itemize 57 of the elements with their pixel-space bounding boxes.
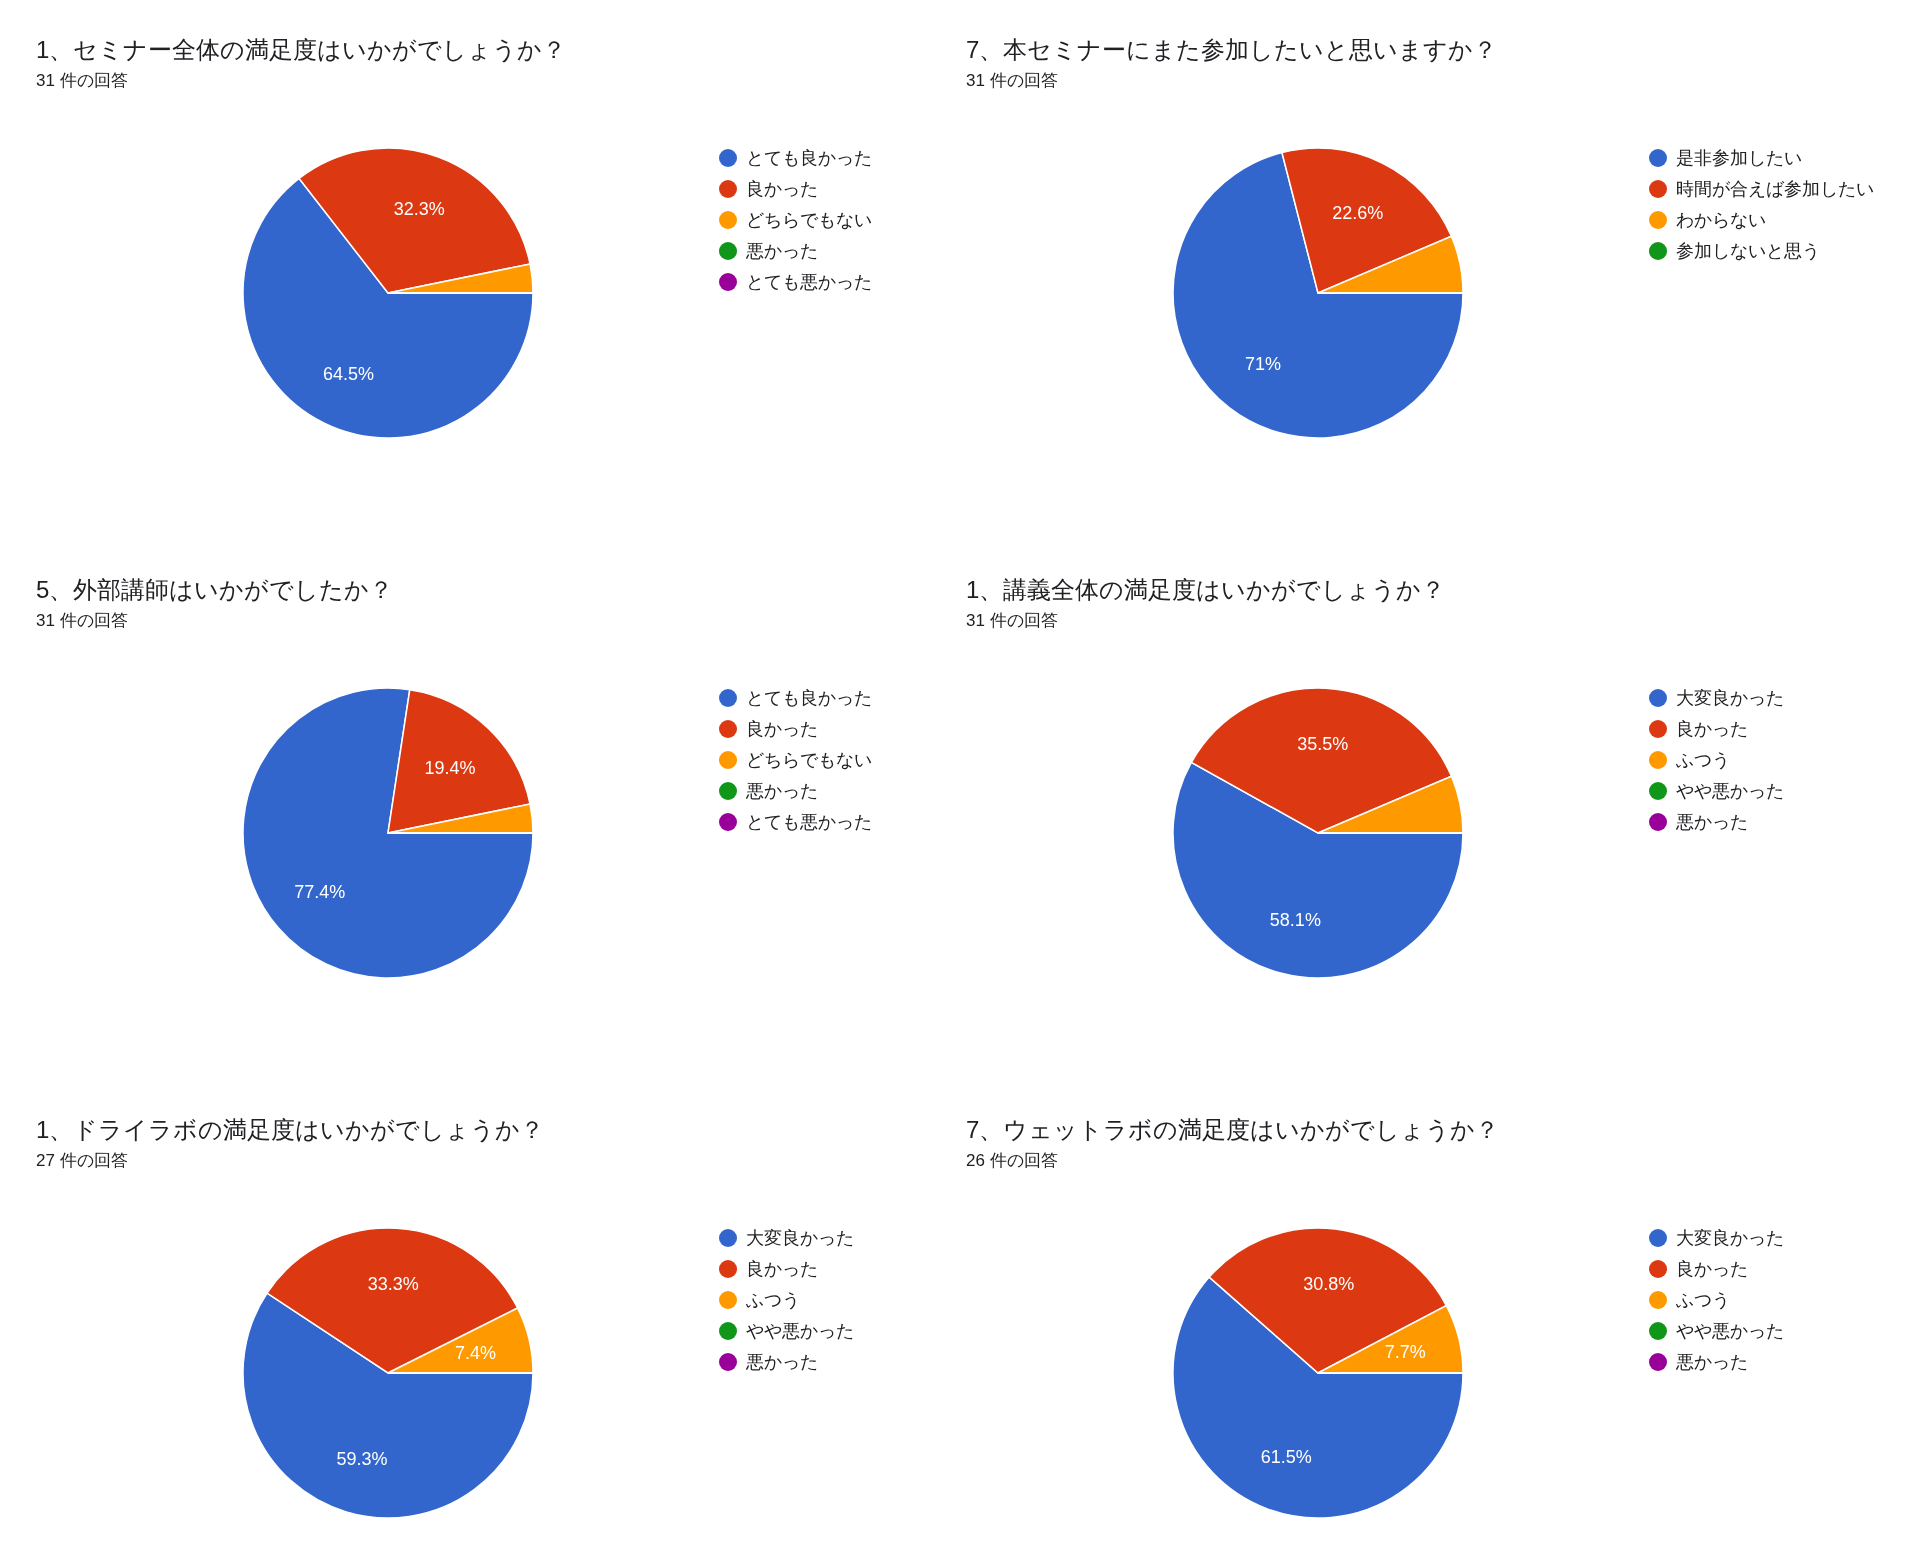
legend-label: 良かった	[1676, 1259, 1748, 1280]
data-label: 7.7%	[1384, 1341, 1426, 1362]
data-label: 35.5%	[1297, 733, 1349, 754]
legend-label: ふつう	[1675, 1290, 1730, 1311]
chart-title: 1、ドライラボの満足度はいかがでしょうか？	[36, 1116, 545, 1143]
chart-title: 7、ウェットラボの満足度はいかがでしょうか？	[966, 1116, 1500, 1143]
legend-label: 悪かった	[1675, 1352, 1748, 1373]
legend-label: 大変良かった	[746, 1228, 854, 1249]
legend-label: 悪かった	[1675, 812, 1748, 833]
data-label: 33.3%	[367, 1273, 419, 1294]
legend-label: ふつう	[745, 1290, 800, 1311]
legend-label: 参加しないと思う	[1676, 241, 1820, 262]
data-label: 32.3%	[393, 199, 445, 220]
text: 31 件の回答	[966, 611, 1058, 630]
data-label: 22.6%	[1332, 202, 1384, 223]
data-label: 58.1%	[1269, 910, 1321, 931]
data-label: 64.5%	[322, 364, 374, 385]
legend-label: 悪かった	[745, 1352, 818, 1373]
legend-label: ふつう	[1675, 750, 1730, 771]
legend-label: やや悪かった	[1676, 781, 1784, 802]
legend-label: とても悪かった	[746, 812, 872, 833]
legend-label: とても良かった	[746, 148, 872, 169]
text: 31 件の回答	[966, 71, 1058, 90]
legend-label: どちらでもない	[746, 750, 872, 771]
data-label: 77.4%	[294, 881, 346, 902]
legend-label: 是非参加したい	[1676, 148, 1802, 169]
pie-slice	[242, 687, 534, 979]
legend-label: やや悪かった	[1676, 1321, 1784, 1342]
legend-label: 悪かった	[745, 241, 818, 262]
legend-label: わからない	[1676, 210, 1766, 231]
data-label: 30.8%	[1303, 1274, 1355, 1295]
legend-label: やや悪かった	[746, 1321, 854, 1342]
chart-title: 1、セミナー全体の満足度はいかがでしょうか？	[36, 36, 567, 63]
legend-label: 時間が合えば参加したい	[1676, 179, 1874, 200]
chart-title: 5、外部講師はいかがでしたか？	[36, 576, 394, 603]
legend-label: どちらでもない	[746, 210, 872, 231]
data-label: 19.4%	[424, 758, 476, 779]
legend-label: 良かった	[746, 719, 818, 740]
legend-label: 大変良かった	[1676, 1228, 1784, 1249]
legend-label: 良かった	[746, 179, 818, 200]
chart-title: 7、本セミナーにまた参加したいと思いますか？	[966, 36, 1498, 63]
legend-label: 良かった	[746, 1259, 818, 1280]
text: 31 件の回答	[36, 71, 128, 90]
pie-slice	[1172, 151, 1464, 439]
data-label: 7.4%	[454, 1342, 496, 1363]
data-label: 71%	[1244, 354, 1281, 375]
legend-label: とても良かった	[746, 688, 872, 709]
data-label: 59.3%	[336, 1449, 388, 1470]
text: 27 件の回答	[36, 1151, 128, 1170]
data-label: 61.5%	[1260, 1447, 1312, 1468]
legend-label: 悪かった	[745, 781, 818, 802]
chart-title: 1、講義全体の満足度はいかがでしょうか？	[966, 576, 1446, 603]
legend-label: とても悪かった	[746, 272, 872, 293]
text: 26 件の回答	[966, 1151, 1058, 1170]
legend-label: 大変良かった	[1676, 688, 1784, 709]
legend-label: 良かった	[1676, 719, 1748, 740]
text: 31 件の回答	[36, 611, 128, 630]
